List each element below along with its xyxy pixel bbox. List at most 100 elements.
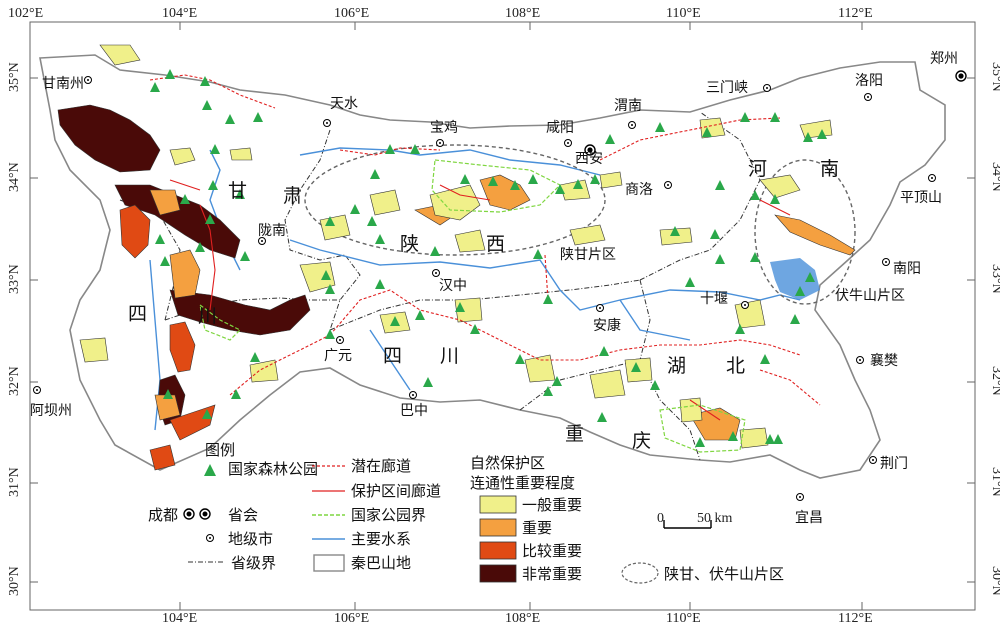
- city-marker: 广元: [324, 336, 352, 364]
- forest-park-icon: [760, 354, 770, 364]
- city-label: 西安: [575, 151, 603, 167]
- reserve-corridors: [169, 179, 791, 421]
- forest-park-icon: [702, 127, 712, 137]
- forest-park-icon: [650, 380, 660, 390]
- forest-park-icon: [210, 144, 220, 154]
- forest-park-icon: [795, 286, 805, 296]
- forest-park-icon: [325, 284, 335, 294]
- legend-label-city: 地级市: [228, 530, 273, 548]
- forest-park-icon: [670, 226, 680, 236]
- forest-park-icon: [240, 251, 250, 261]
- forest-park-icon: [695, 437, 705, 447]
- zone-label-funiu: 伏牛山片区: [835, 288, 905, 304]
- city-label: 甘南州: [42, 76, 84, 92]
- province-char: 川: [198, 305, 217, 327]
- province-char: 陕: [400, 233, 419, 255]
- forest-park-icon: [770, 112, 780, 122]
- legend-label-province-border: 省级界: [231, 554, 276, 572]
- forest-park-icon: [163, 389, 173, 399]
- lat-label: 34°N: [989, 162, 1000, 192]
- city-label: 十堰: [700, 291, 728, 307]
- city-marker: 荆门: [869, 456, 908, 472]
- forest-park-icon: [231, 389, 241, 399]
- city-marker: 咸阳: [546, 120, 574, 147]
- lat-label: 30°N: [7, 566, 22, 596]
- forest-park-icon: [202, 100, 212, 110]
- lat-label: 30°N: [989, 566, 1000, 596]
- legend-label-mountain: 秦巴山地: [351, 554, 411, 572]
- city-marker: 汉中: [432, 269, 467, 294]
- city-label: 宜昌: [795, 510, 823, 526]
- city-label: 安康: [593, 317, 621, 334]
- forest-park-icon: [195, 242, 205, 252]
- province-char: 庆: [632, 430, 651, 452]
- lon-label: 104°E: [162, 611, 197, 625]
- forest-park-icon: [202, 409, 212, 419]
- lon-label: 106°E: [334, 6, 369, 21]
- legend-swatch-important: [479, 518, 517, 537]
- forest-park-icon: [803, 132, 813, 142]
- province-char: 河: [748, 158, 767, 180]
- legend-label-national-park: 国家公园界: [351, 506, 426, 524]
- lon-label: 110°E: [666, 611, 701, 625]
- lon-label: 104°E: [162, 6, 197, 21]
- forest-park-icon: [685, 277, 695, 287]
- legend-reserve-title: 自然保护区: [470, 454, 545, 472]
- shaangan-zone-ellipse: [304, 144, 606, 256]
- legend-capital-example: 成都: [148, 506, 178, 524]
- lat-label: 31°N: [989, 467, 1000, 497]
- forest-park-icon: [488, 176, 498, 186]
- forest-park-icon: [710, 229, 720, 239]
- city-marker: 宜昌: [795, 493, 823, 526]
- forest-park-icon: [555, 184, 565, 194]
- national-park-borders: [199, 159, 746, 453]
- city-label: 天水: [330, 96, 358, 112]
- legend-label-capital: 省会: [228, 506, 258, 524]
- funiu-zone-ellipse: [754, 159, 856, 305]
- city-label: 三门峡: [706, 80, 748, 96]
- forest-park-icon: [430, 246, 440, 256]
- zone-ellipse-icon: [621, 562, 659, 584]
- capital-icon: [183, 508, 211, 520]
- scale-bar: [663, 520, 712, 529]
- forest-park-icon: [543, 386, 553, 396]
- forest-park-icon: [515, 354, 525, 364]
- forest-park-icon: [750, 252, 760, 262]
- forest-park-icon: [770, 194, 780, 204]
- reserves-more-important: [119, 204, 216, 471]
- forest-park-icon: [817, 129, 827, 139]
- forest-park-icon: [765, 434, 775, 444]
- lon-label: 112°E: [838, 6, 873, 21]
- forest-park-icon: [200, 76, 210, 86]
- forest-park-icon: [750, 190, 760, 200]
- city-icon: [206, 534, 214, 542]
- forest-park-icon: [325, 329, 335, 339]
- lon-labels: 102°E 104°E 106°E 108°E 110°E 112°E 104°…: [8, 6, 873, 625]
- province-char: 四: [383, 345, 402, 367]
- graticule-ticks: [30, 22, 975, 610]
- legend-title: 图例: [205, 441, 235, 459]
- mountain-area-icon: [313, 554, 345, 572]
- city-marker: 西安: [575, 144, 603, 167]
- legend-label-potential-corridor: 潜在廊道: [351, 457, 411, 475]
- legend-swatch-more-important: [479, 541, 517, 560]
- forest-park-icon: [599, 346, 609, 356]
- city-marker: 郑州: [930, 51, 967, 82]
- forest-park-icon: [790, 314, 800, 324]
- forest-park-icon: [528, 174, 538, 184]
- city-label: 陇南: [258, 223, 286, 239]
- city-marker: 平顶山: [900, 174, 942, 206]
- lon-label: 108°E: [505, 611, 540, 625]
- forest-park-icon: [605, 134, 615, 144]
- city-marker: 天水: [323, 96, 358, 127]
- forest-parks: [150, 69, 827, 447]
- forest-park-icon: [150, 82, 160, 92]
- forest-park-icon: [590, 174, 600, 184]
- province-char: 川: [440, 345, 459, 367]
- province-char: 四: [128, 303, 147, 325]
- province-char: 甘: [228, 180, 247, 202]
- city-marker: 洛阳: [855, 73, 883, 101]
- city-label: 渭南: [614, 98, 642, 114]
- forest-park-icon: [423, 377, 433, 387]
